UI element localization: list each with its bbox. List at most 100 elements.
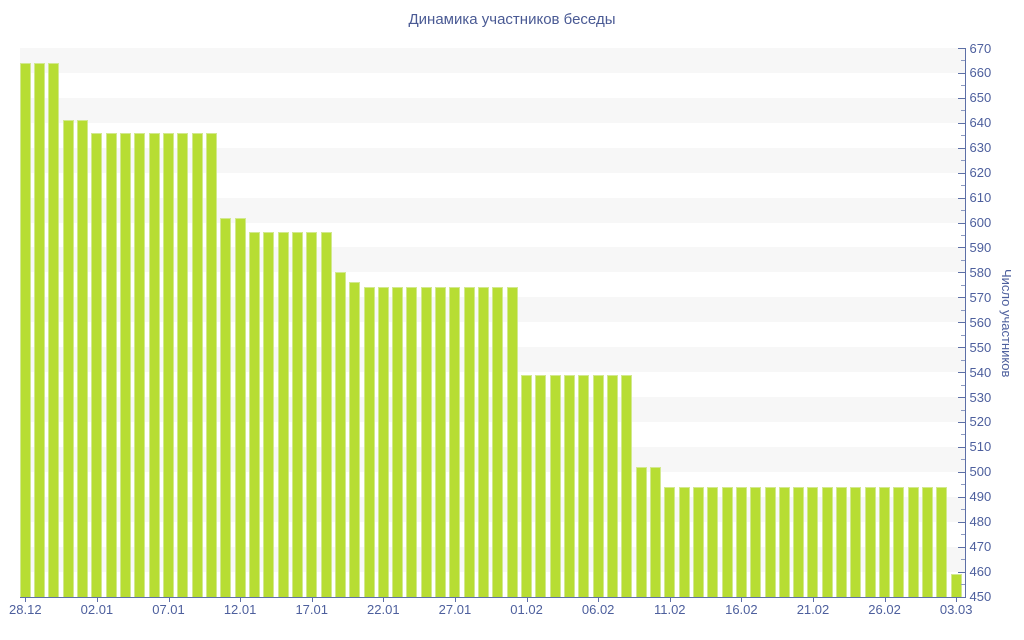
bar[interactable] [148,132,160,597]
x-axis-tick [956,598,958,602]
x-axis-label: 11.02 [653,602,686,617]
y-axis-label: 510 [969,439,992,455]
bar[interactable] [864,486,876,597]
bar[interactable] [420,287,432,597]
bar[interactable] [535,374,547,597]
bar[interactable] [549,374,561,597]
y-axis-label: 540 [969,364,992,380]
bar[interactable] [163,132,174,597]
bar[interactable] [377,287,389,597]
bar[interactable] [578,374,590,597]
bar[interactable] [850,486,862,597]
y-axis-minor-tick [960,160,965,162]
bar[interactable] [521,374,533,597]
y-axis-line [964,48,966,598]
bar[interactable] [793,486,805,597]
bar[interactable] [205,132,217,597]
bar[interactable] [105,132,117,597]
y-axis-major-tick [957,496,965,498]
bar[interactable] [764,486,776,597]
bar[interactable] [950,574,962,597]
bar[interactable] [320,232,332,597]
y-axis-minor-tick [960,85,965,87]
bar[interactable] [492,287,504,597]
y-axis-label: 600 [969,215,992,231]
bar[interactable] [836,486,848,597]
bar[interactable] [692,486,704,597]
x-axis-label: 12.01 [223,602,257,617]
bar[interactable] [635,466,647,597]
bar[interactable] [893,486,905,597]
x-axis-tick [884,598,886,602]
y-axis-major-tick [957,222,965,224]
bar[interactable] [406,287,418,597]
bar[interactable] [120,132,132,597]
grid-row-band [20,147,965,173]
bar[interactable] [778,486,790,597]
bar[interactable] [363,287,375,597]
bar[interactable] [750,486,762,597]
bar[interactable] [349,282,361,597]
bar[interactable] [807,486,819,597]
bar[interactable] [735,486,747,597]
y-axis-label: 560 [969,314,992,330]
y-axis-minor-tick [960,309,965,311]
bar[interactable] [621,374,633,597]
bar[interactable] [191,132,203,597]
bar[interactable] [19,62,31,597]
bar[interactable] [62,120,74,597]
bar[interactable] [177,132,189,597]
grid-row-band [20,72,965,98]
bar[interactable] [220,217,232,597]
y-axis-label: 570 [969,289,992,305]
bar[interactable] [463,287,475,597]
grid-row-band [20,97,965,123]
grid-row-band [20,197,965,223]
x-axis-label: 03.03 [939,602,973,617]
bar[interactable] [478,287,490,597]
y-axis-major-tick [957,147,965,149]
y-axis-minor-tick [960,459,965,461]
y-axis-minor-tick [960,334,965,336]
bar[interactable] [48,62,60,597]
y-axis-minor-tick [960,559,965,561]
y-axis-label: 450 [969,589,992,604]
y-axis-minor-tick [960,584,965,586]
x-axis-tick [96,598,98,602]
bar[interactable] [91,132,103,597]
bar[interactable] [907,486,919,597]
bar[interactable] [564,374,576,597]
bar[interactable] [291,232,303,597]
bar[interactable] [392,287,404,597]
bar[interactable] [678,486,690,597]
y-axis-major-tick [957,122,965,124]
bar[interactable] [34,62,46,597]
x-axis-label: 01.02 [510,602,543,617]
bar[interactable] [234,217,246,597]
chart-title: Динамика участников беседы [408,11,616,28]
bar[interactable] [306,232,318,597]
bar[interactable] [821,486,833,597]
bar[interactable] [435,287,447,597]
bar[interactable] [707,486,719,597]
bar[interactable] [134,132,146,597]
bar[interactable] [506,287,518,597]
bar[interactable] [592,374,604,597]
bar[interactable] [77,120,89,597]
bar[interactable] [277,232,289,597]
bar[interactable] [649,466,661,597]
bar[interactable] [936,486,948,597]
bar[interactable] [879,486,891,597]
bar[interactable] [664,486,676,597]
bar[interactable] [334,272,346,597]
bar[interactable] [922,486,934,597]
bar[interactable] [449,287,461,597]
bar[interactable] [248,232,260,597]
x-axis-label: 17.01 [295,602,328,617]
bar[interactable] [263,232,275,597]
bar[interactable] [721,486,733,597]
y-axis-major-tick [957,571,965,573]
y-axis-major-tick [957,48,965,49]
bar[interactable] [606,374,618,597]
y-axis-minor-tick [960,210,965,212]
